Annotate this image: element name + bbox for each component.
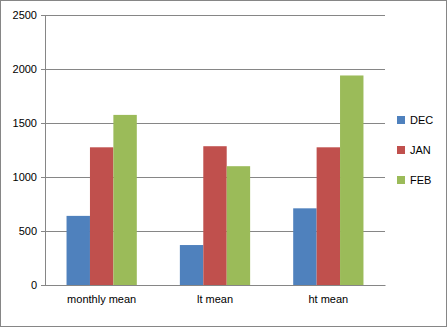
y-axis: 0 500 1000 1500 2000 2500 bbox=[13, 9, 46, 291]
y-axis-line bbox=[41, 16, 46, 286]
bar bbox=[180, 245, 203, 285]
y-tick: 2000 bbox=[13, 63, 45, 75]
legend-label: FEB bbox=[410, 174, 431, 186]
bar bbox=[340, 75, 363, 285]
x-tick: lt mean bbox=[197, 285, 233, 305]
grid-line bbox=[45, 285, 385, 286]
bar bbox=[317, 147, 340, 285]
bar bbox=[227, 166, 250, 285]
y-tick-mark bbox=[41, 15, 45, 16]
y-tick-label: 500 bbox=[19, 225, 37, 237]
chart-border bbox=[1, 1, 447, 327]
grid-line bbox=[45, 15, 385, 16]
bar bbox=[67, 216, 90, 285]
legend-swatch bbox=[397, 146, 405, 154]
x-axis: monthly mean lt mean ht mean bbox=[46, 285, 386, 305]
y-tick-mark bbox=[41, 123, 45, 124]
y-tick: 1000 bbox=[13, 171, 45, 183]
y-tick-mark bbox=[41, 231, 45, 232]
bar bbox=[203, 146, 226, 285]
plot: 0 500 1000 1500 2000 2500 monthly mean lt mean h… bbox=[13, 9, 386, 305]
y-tick: 0 bbox=[31, 279, 45, 291]
x-tick-label: monthly mean bbox=[67, 293, 136, 305]
y-tick-label: 1000 bbox=[13, 171, 37, 183]
chart: 0 500 1000 1500 2000 2500 monthly mean lt mean h… bbox=[0, 0, 447, 327]
y-tick-mark bbox=[41, 177, 45, 178]
y-tick-label: 1500 bbox=[13, 117, 37, 129]
bar bbox=[90, 147, 113, 285]
y-tick-label: 2000 bbox=[13, 63, 37, 75]
bars bbox=[67, 75, 364, 285]
x-tick-label: lt mean bbox=[197, 293, 233, 305]
legend-label: JAN bbox=[410, 144, 431, 156]
y-tick: 1500 bbox=[13, 117, 45, 129]
y-tick-mark bbox=[41, 285, 45, 286]
grid-line bbox=[45, 123, 385, 124]
x-tick-label: ht mean bbox=[308, 293, 348, 305]
legend-label: DEC bbox=[410, 114, 433, 126]
legend-swatch bbox=[397, 116, 405, 124]
x-tick: monthly mean bbox=[67, 285, 136, 305]
y-tick-label: 0 bbox=[31, 279, 37, 291]
y-tick-mark bbox=[41, 69, 45, 70]
legend-swatch bbox=[397, 176, 405, 184]
x-axis-line bbox=[46, 285, 386, 286]
bar bbox=[293, 208, 316, 285]
legend: DEC JAN FEB bbox=[397, 114, 433, 186]
y-tick-label: 2500 bbox=[13, 9, 37, 21]
y-tick: 500 bbox=[19, 225, 45, 237]
bar bbox=[113, 115, 136, 285]
y-tick: 2500 bbox=[13, 9, 45, 21]
grid bbox=[45, 16, 385, 286]
grid-line bbox=[45, 69, 385, 70]
x-tick: ht mean bbox=[308, 285, 348, 305]
